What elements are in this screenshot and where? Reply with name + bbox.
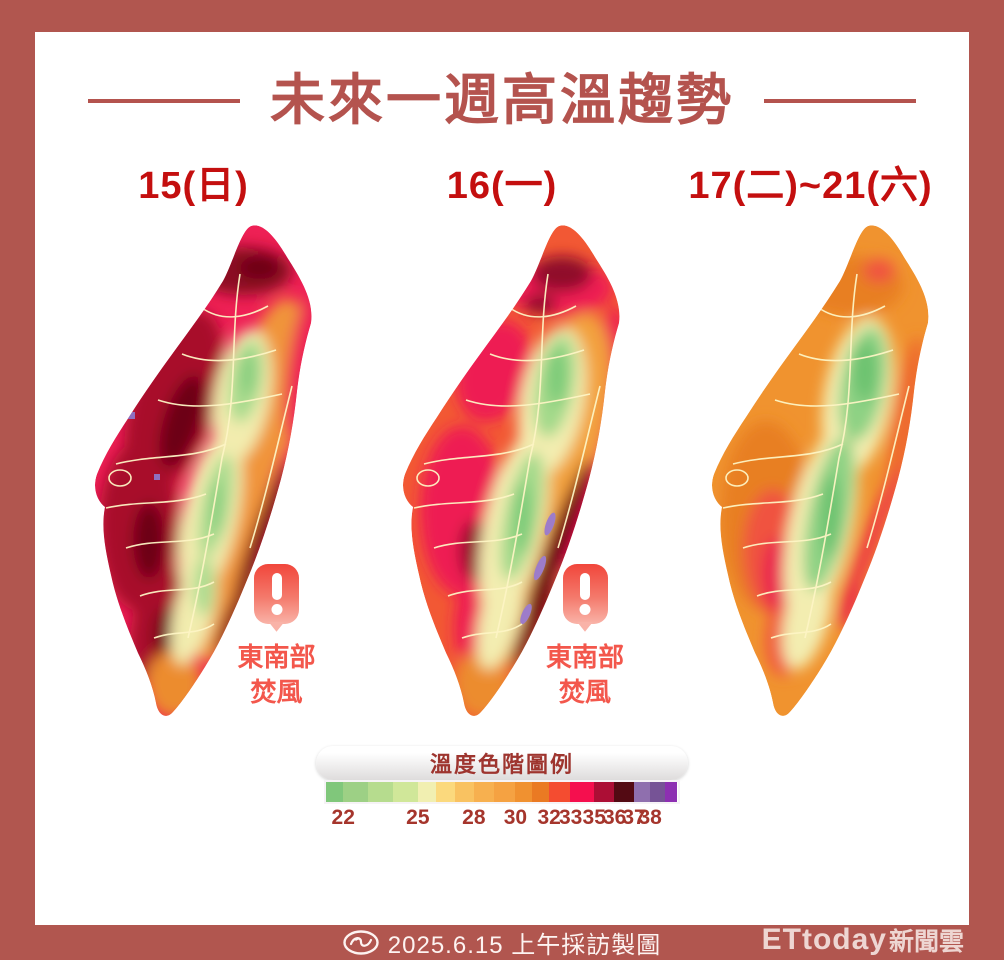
- title-row: 未來一週高溫趨勢: [35, 69, 969, 131]
- exclamation-dot: [579, 603, 591, 615]
- legend-tick-label: 37: [622, 805, 646, 829]
- ettoday-logo-text-en: ETtoday: [761, 923, 887, 956]
- legend-color-block: [454, 781, 474, 802]
- date-label: 15(日): [138, 165, 249, 208]
- taiwan-heatmap-monday: 東南部 焚風: [362, 216, 642, 716]
- footer: 2025.6.15 上午採訪製圖 ETtoday 新聞雲: [0, 922, 1004, 960]
- legend-color-block: [548, 781, 571, 802]
- legend-color-block: [436, 781, 455, 802]
- weather-bureau-logo-icon: [343, 930, 379, 955]
- legend-color-block: [665, 781, 678, 802]
- legend-color-block: [614, 781, 634, 802]
- legend-tick-label: 35: [582, 805, 606, 829]
- exclamation-bar: [271, 572, 282, 600]
- legend-tick-label: 32: [537, 805, 561, 829]
- exclamation-warning-icon: [562, 563, 608, 624]
- foehn-warning: 東南部 焚風: [520, 563, 650, 710]
- legend-color-block: [532, 781, 549, 802]
- legend-tick-label: 30: [503, 805, 528, 829]
- taiwan-map-image: [711, 225, 928, 716]
- credit-text: 2025.6.15 上午採訪製圖: [387, 932, 662, 959]
- forecast-panel-tue-to-sat: 17(二)~21(六): [658, 156, 963, 716]
- taiwan-map-image: [402, 225, 620, 716]
- legend-color-block: [417, 781, 437, 802]
- content-panel: 未來一週高溫趨勢 15(日): [35, 32, 969, 925]
- ettoday-logo-text-zh: 新聞雲: [888, 928, 964, 956]
- legend-tick-label: 36: [602, 805, 627, 829]
- legend-color-block: [633, 781, 650, 802]
- legend-ticks: 22 25 28 30 32 33 35 36 37 38: [326, 806, 678, 834]
- legend-color-block: [326, 781, 344, 802]
- legend-tick-label: 22: [331, 805, 355, 829]
- legend-color-bar: [326, 781, 678, 802]
- ettoday-logo: ETtoday 新聞雲: [762, 922, 964, 958]
- legend-tick-label: 25: [406, 805, 430, 829]
- legend-color-block: [368, 781, 393, 802]
- legend-tick-label: 33: [558, 805, 583, 829]
- foehn-warning: 東南部 焚風: [212, 563, 342, 710]
- temperature-legend: 溫度色階圖例 22 25 28 30 32 33 35 36 37 38: [35, 745, 969, 834]
- title-line-right: [764, 98, 916, 103]
- legend-color-block: [593, 781, 615, 802]
- legend-color-block: [649, 781, 666, 802]
- taiwan-heatmap-sunday: 東南部 焚風: [54, 216, 334, 716]
- legend-color-block: [515, 781, 533, 802]
- credit-line: 2025.6.15 上午採訪製圖: [343, 925, 661, 960]
- exclamation-dot: [271, 603, 282, 615]
- exclamation-warning-icon: [254, 563, 299, 624]
- forecast-panel-sunday: 15(日): [41, 156, 346, 716]
- title-line-left: [87, 98, 240, 103]
- taiwan-map-image: [94, 225, 311, 716]
- date-label: 17(二)~21(六): [688, 165, 933, 208]
- legend-title: 溫度色階圖例: [316, 745, 688, 780]
- legend-tick-label: 28: [462, 805, 486, 829]
- legend-color-block: [343, 781, 369, 802]
- forecast-panel-monday: 16(一): [350, 156, 655, 716]
- foehn-warning-label: 東南部 焚風: [237, 641, 316, 707]
- page-title: 未來一週高溫趨勢: [269, 69, 734, 131]
- date-label: 16(一): [446, 165, 558, 208]
- legend-color-block: [392, 781, 418, 802]
- taiwan-heatmap-tue-to-sat: [671, 216, 951, 716]
- maps-row: 15(日): [35, 156, 969, 716]
- exclamation-bar: [580, 572, 590, 600]
- legend-color-block: [473, 781, 495, 802]
- legend-color-block: [494, 781, 516, 802]
- legend-tick-label: 38: [638, 805, 662, 829]
- foehn-warning-label: 東南部 焚風: [545, 641, 624, 707]
- legend-color-block: [570, 781, 594, 802]
